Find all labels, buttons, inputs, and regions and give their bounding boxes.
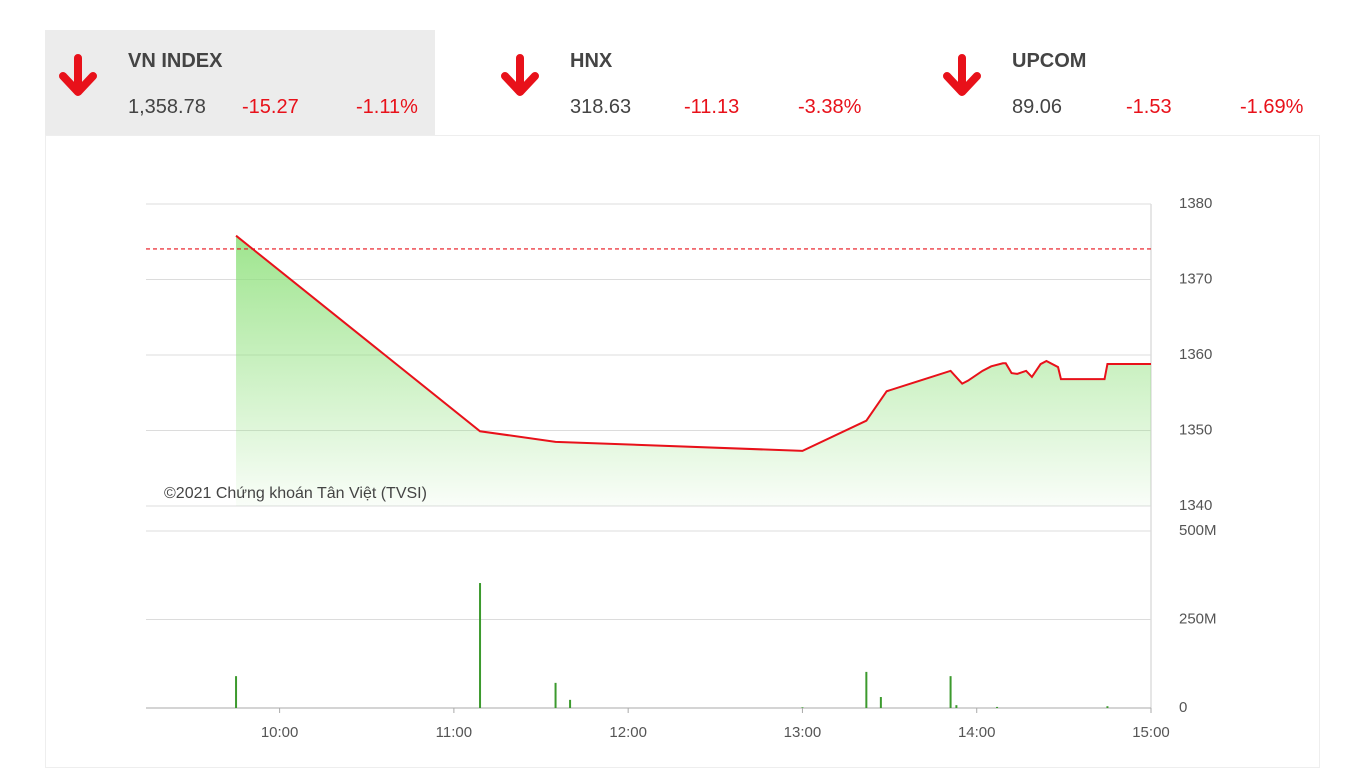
volume-bar	[949, 676, 952, 708]
index-name: UPCOM	[1012, 50, 1087, 72]
index-value: 318.63	[570, 96, 632, 118]
volume-bar	[996, 706, 999, 708]
x-tick-label: 14:00	[958, 724, 996, 741]
price-line	[235, 234, 1151, 452]
y-tick-label: 1380	[1179, 195, 1212, 212]
x-tick-label: 10:00	[261, 724, 299, 741]
y-tick-label: 1350	[1179, 421, 1212, 438]
x-tick-label: 15:00	[1132, 724, 1170, 741]
x-tick-label: 12:00	[609, 724, 647, 741]
volume-bar	[955, 705, 958, 708]
volume-bar	[865, 671, 868, 708]
index-percent: -1.11%	[356, 96, 418, 118]
index-name: HNX	[570, 50, 613, 72]
volume-bar	[569, 699, 572, 708]
index-percent: -1.69%	[1240, 96, 1304, 118]
y-tick-label: 1370	[1179, 270, 1212, 287]
volume-bar	[479, 583, 482, 708]
down-arrow	[59, 54, 97, 96]
area	[236, 235, 1152, 506]
volume-bar	[554, 682, 557, 708]
index-change: -15.27	[242, 96, 299, 118]
chart-panel: 1340 1350 1360 1370 1380 ©2021 Chứng khoán Tâ…	[45, 135, 1320, 768]
y-tick-label: 1360	[1179, 346, 1212, 363]
index-tile: VN INDEX 1,358.78 -15.27 -1.11%	[45, 30, 435, 135]
index-tile: HNX 318.63 -11.13 -3.38%	[487, 30, 877, 135]
volume-bar	[1106, 706, 1109, 708]
volume-bar	[801, 707, 804, 708]
down-arrow	[501, 54, 539, 96]
y-tick-label: 1340	[1179, 497, 1212, 514]
x-tick-label: 13:00	[784, 724, 822, 741]
index-change: -11.13	[684, 96, 740, 118]
index-name: VN INDEX	[128, 50, 223, 72]
index-change: -1.53	[1126, 96, 1172, 118]
x-tick-label: 11:00	[436, 724, 472, 741]
down-arrow	[943, 54, 981, 96]
index-tile: UPCOM 89.06 -1.53 -1.69%	[929, 30, 1319, 135]
index-value: 89.06	[1012, 96, 1063, 118]
index-value: 1,358.78	[128, 96, 206, 118]
chart: 1340 1350 1360 1370 1380 ©2021 Chứng khoán Tâ…	[146, 195, 1217, 741]
y-tick-label: 500M	[1179, 522, 1217, 539]
volume-bar	[235, 676, 238, 708]
watermark: ©2021 Chứng khoán Tân Việt (TVSI)	[164, 485, 427, 502]
volume-bar	[879, 697, 882, 708]
y-tick-label: 250M	[1179, 610, 1217, 627]
index-percent: -3.38%	[798, 96, 862, 118]
y-tick-label: 0	[1179, 699, 1187, 716]
